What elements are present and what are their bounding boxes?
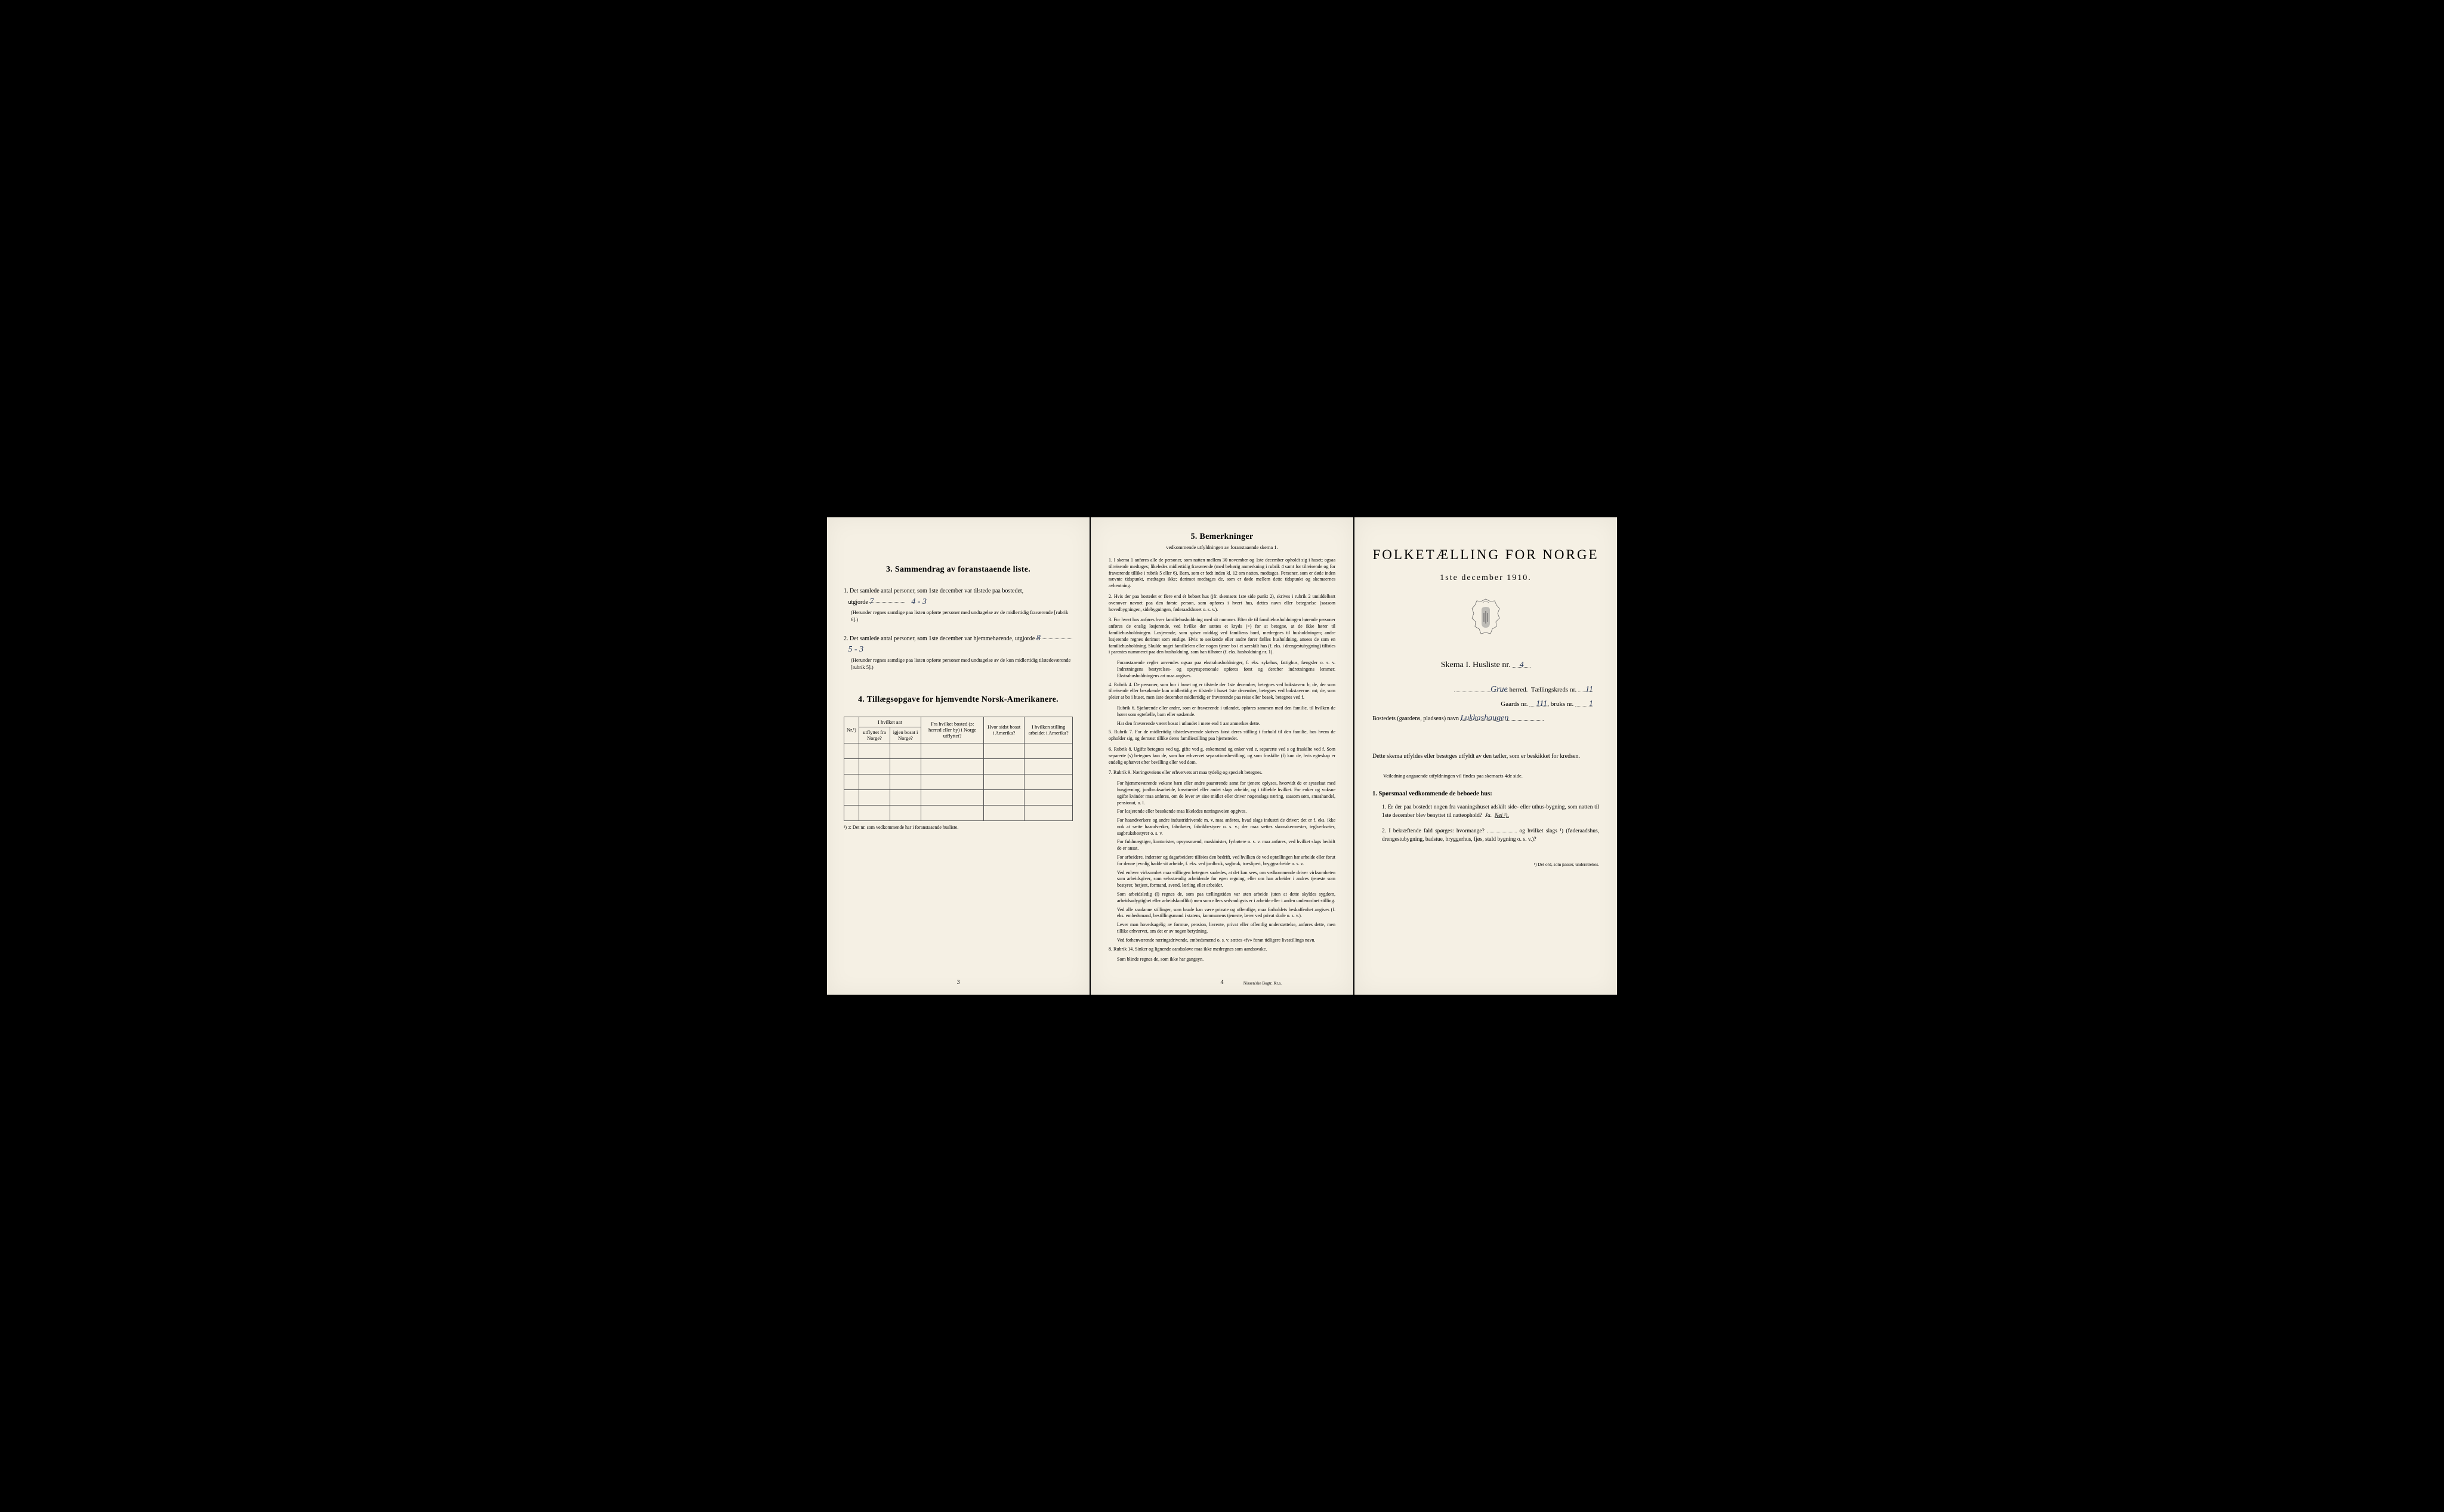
instruction-sub: Veiledning angaaende utfyldningen vil fi… <box>1383 773 1599 779</box>
main-title: FOLKETÆLLING FOR NORGE <box>1372 547 1599 563</box>
gaards-line: Gaards nr. 111, bruks nr. 1 <box>1372 699 1599 708</box>
remark-sub: Ved forhenværende næringsdrivende, embed… <box>1117 937 1335 944</box>
remark-sub: For haandverkere og andre industridriven… <box>1117 817 1335 837</box>
herred-line: Grue herred. Tællingskreds nr. 11 <box>1372 685 1599 693</box>
col-nr: Nr.¹) <box>844 717 859 743</box>
q2-text: I bekræftende fald spørges: hvormange? <box>1388 828 1484 834</box>
skema-value: 4 <box>1520 661 1524 669</box>
krets-value: 11 <box>1585 685 1593 694</box>
herred-label: herred. <box>1510 686 1528 693</box>
section-4-title: 4. Tillægsopgave for hjemvendte Norsk-Am… <box>844 695 1073 705</box>
page-3: 3. Sammendrag av foranstaaende liste. 1.… <box>827 517 1090 995</box>
page-1-title: FOLKETÆLLING FOR NORGE 1ste december 191… <box>1354 517 1617 995</box>
item-2-num: 2. <box>844 635 848 642</box>
gaards-label: Gaards nr. <box>1501 701 1528 708</box>
remarks-list: 1. I skema 1 anføres alle de personer, s… <box>1109 557 1335 963</box>
table-row <box>844 789 1073 805</box>
krets-label: Tællingskreds nr. <box>1531 686 1576 693</box>
remark-sub: For hjemmeværende voksne barn eller andr… <box>1117 780 1335 806</box>
q1-ja: Ja. <box>1485 813 1492 819</box>
utgjorde-label: utgjorde <box>848 599 868 606</box>
bosted-line: Bostedets (gaardens, pladsens) navn Lukk… <box>1372 714 1599 722</box>
q1-nei: Nei ¹). <box>1495 813 1509 819</box>
page1-footnote: ¹) Det ord, som passer, understrekes. <box>1372 862 1599 867</box>
item-2-text: Det samlede antal personer, som 1ste dec… <box>850 635 1035 642</box>
item-2-value: 8 <box>1036 634 1041 643</box>
col-utflyttet: utflyttet fra Norge? <box>859 727 890 743</box>
remark-item: 1. I skema 1 anføres alle de personer, s… <box>1109 557 1335 590</box>
col-group-aar: I hvilket aar <box>859 717 921 727</box>
emigrant-table: Nr.¹) I hvilket aar Fra hvilket bosted (… <box>844 717 1073 821</box>
remark-sub: Ved enhver virksomhet maa stillingen bet… <box>1117 870 1335 889</box>
section-3-title: 3. Sammendrag av foranstaaende liste. <box>844 565 1073 575</box>
remark-item: 4. Rubrik 4. De personer, som bor i huse… <box>1109 682 1335 701</box>
item-1-value2: 4 - 3 <box>911 597 927 606</box>
page-3-num: 3 <box>957 979 960 986</box>
norway-crest-icon <box>1372 598 1599 643</box>
remark-sub: Har den fraværende været bosat i utlande… <box>1117 721 1335 727</box>
gaards-value: 111 <box>1536 699 1547 708</box>
summary-item-1: 1. Det samlede antal personer, som 1ste … <box>844 587 1073 624</box>
item-1-value: 7 <box>869 597 874 606</box>
col-fra: Fra hvilket bosted (ɔ: herred eller by) … <box>921 717 984 743</box>
skema-line: Skema I. Husliste nr. 4 <box>1372 661 1599 670</box>
remark-sub: For arbeidere, inderster og dagarbeidere… <box>1117 854 1335 868</box>
table-row <box>844 774 1073 789</box>
bosted-value: Lukkashaugen <box>1460 714 1508 723</box>
remark-sub: Rubrik 6. Sjøfarende eller andre, som er… <box>1117 705 1335 718</box>
remark-item: 7. Rubrik 9. Næringsveiens eller erhverv… <box>1109 770 1335 776</box>
remark-item: 3. For hvert hus anføres hver familiehus… <box>1109 617 1335 656</box>
table-row <box>844 758 1073 774</box>
remark-sub: Ved alle saadanne stillinger, som baade … <box>1117 907 1335 920</box>
remark-item: 8. Rubrik 14. Sinker og lignende aandssl… <box>1109 946 1335 953</box>
remark-sub: For fuldmægtiger, kontorister, opsynsmæn… <box>1117 839 1335 852</box>
item-1-note: (Herunder regnes samtlige paa listen opf… <box>851 609 1073 624</box>
section-5-subtitle: vedkommende utfyldningen av foranstaaend… <box>1109 544 1335 550</box>
census-date: 1ste december 1910. <box>1372 573 1599 583</box>
bruks-value: 1 <box>1589 699 1593 708</box>
instruction-text: Dette skema utfyldes eller besørges utfy… <box>1372 752 1599 761</box>
remark-item: 2. Hvis der paa bostedet er flere end ét… <box>1109 594 1335 613</box>
remark-item: 6. Rubrik 8. Ugifte betegnes ved ug, gif… <box>1109 746 1335 766</box>
item-2-field: 8 <box>1036 632 1072 639</box>
question-heading: 1. Spørsmaal vedkommende de beboede hus: <box>1372 791 1599 797</box>
remark-sub: Foranstaaende regler anvendes ogsaa paa … <box>1117 660 1335 679</box>
q2-num: 2. <box>1382 828 1386 834</box>
bosted-label: Bostedets (gaardens, pladsens) navn <box>1372 715 1459 722</box>
page-4: 5. Bemerkninger vedkommende utfyldningen… <box>1091 517 1353 995</box>
col-hvor: Hvor sidst bosat i Amerika? <box>984 717 1024 743</box>
remark-sub: Som arbeidsledig (l) regnes de, som paa … <box>1117 891 1335 905</box>
remark-sub: Som blinde regnes de, som ikke har gangs… <box>1117 956 1335 963</box>
summary-item-2: 2. Det samlede antal personer, som 1ste … <box>844 632 1073 671</box>
remark-sub: For losjerende eller besøkende maa likel… <box>1117 809 1335 815</box>
item-1-text: Det samlede antal personer, som 1ste dec… <box>850 588 1023 594</box>
remark-sub: Lever man hovedsagelig av formue, pensio… <box>1117 922 1335 935</box>
herred-value: Grue <box>1491 685 1508 694</box>
table-row <box>844 805 1073 820</box>
section-5-title: 5. Bemerkninger <box>1109 532 1335 542</box>
page-4-num: 4 <box>1221 979 1224 986</box>
col-stilling: I hvilken stilling arbeidet i Amerika? <box>1024 717 1073 743</box>
bruks-label: bruks nr. <box>1551 701 1574 708</box>
item-2-value2: 5 - 3 <box>848 645 864 654</box>
census-document: 3. Sammendrag av foranstaaende liste. 1.… <box>827 517 1617 995</box>
table-footnote: ¹) ɔ: Det nr. som vedkommende har i fora… <box>844 825 1073 830</box>
col-igjen: igjen bosat i Norge? <box>890 727 921 743</box>
printer-mark: Nissen'ske Bogtr. Kr.a. <box>1243 981 1282 986</box>
q2-field <box>1487 825 1517 832</box>
item-2-note: (Herunder regnes samtlige paa listen opf… <box>851 657 1073 671</box>
table-row <box>844 743 1073 758</box>
item-1-field: 7 <box>869 595 905 603</box>
item-1-num: 1. <box>844 588 848 594</box>
q1-num: 1. <box>1382 804 1386 810</box>
skema-label: Skema I. Husliste nr. <box>1441 661 1511 669</box>
remark-item: 5. Rubrik 7. For de midlertidig tilstede… <box>1109 729 1335 742</box>
question-1: 1. Er der paa bostedet nogen fra vaaning… <box>1382 803 1599 820</box>
question-2: 2. I bekræftende fald spørges: hvormange… <box>1382 825 1599 844</box>
